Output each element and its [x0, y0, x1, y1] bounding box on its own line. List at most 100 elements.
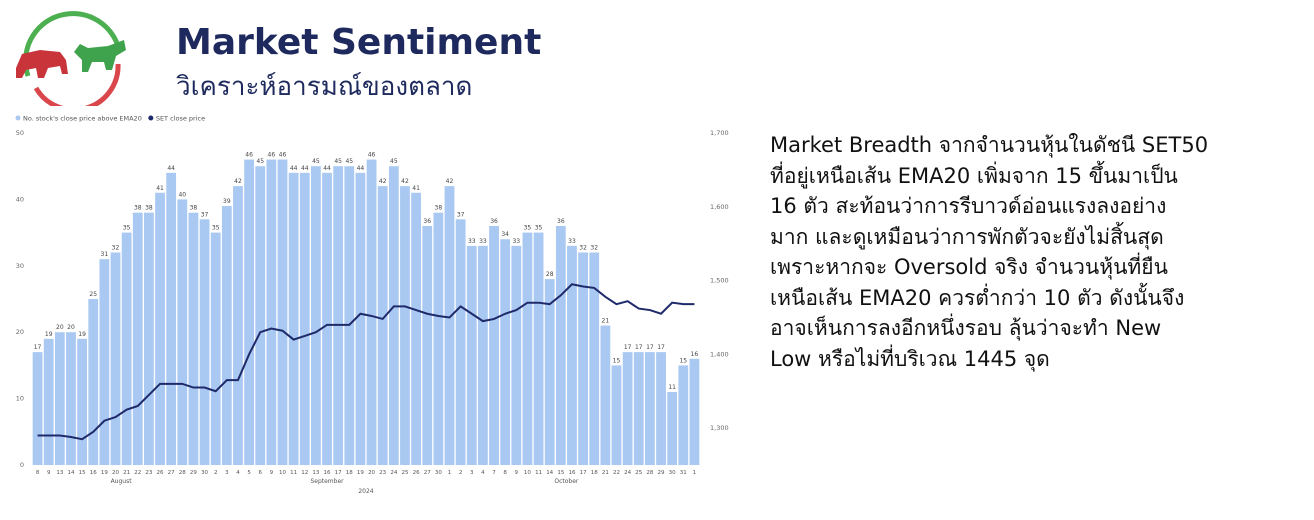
x-tick-label: 14: [67, 470, 74, 476]
bar: [667, 391, 678, 465]
legend-marker: [15, 115, 21, 121]
bar: [99, 259, 110, 465]
data-label: 46: [279, 152, 287, 159]
bar: [132, 212, 143, 465]
x-tick-label: 30: [435, 470, 442, 476]
bar: [344, 166, 355, 465]
x-tick-label: 4: [236, 470, 240, 476]
x-tick-label: 30: [201, 470, 208, 476]
x-tick-label: 17: [335, 470, 342, 476]
x-tick-label: 24: [624, 470, 631, 476]
bar: [166, 172, 177, 465]
bar: [489, 225, 499, 465]
data-label: 28: [546, 271, 554, 278]
data-label: 32: [112, 245, 120, 252]
x-tick-label: 9: [270, 470, 274, 476]
x-tick-label: 23: [379, 470, 386, 476]
data-label: 37: [201, 211, 209, 218]
bar: [567, 245, 577, 465]
x-tick-label: 9: [47, 470, 51, 476]
data-label: 15: [613, 357, 621, 364]
data-label: 17: [657, 344, 665, 351]
data-label: 35: [212, 225, 220, 232]
data-label: 35: [524, 225, 532, 232]
data-label: 44: [357, 165, 365, 172]
paragraph-line: อาจเห็นการลงอีกหนึ่งรอบ ลุ้นว่าจะทำ New: [770, 316, 1162, 340]
data-label: 35: [123, 225, 131, 232]
y2-tick-label: 1,700: [710, 129, 729, 137]
data-label: 45: [345, 158, 353, 165]
bar: [88, 299, 99, 465]
paragraph-line: Market Breadth จากจำนวนหุ้นในดัชนี SET50: [770, 133, 1209, 157]
data-label: 16: [691, 351, 699, 358]
data-label: 33: [479, 238, 487, 245]
data-label: 15: [679, 357, 687, 364]
x-tick-label: 31: [680, 470, 687, 476]
x-tick-label: 8: [36, 470, 40, 476]
data-label: 46: [368, 152, 376, 159]
bar: [611, 365, 622, 465]
bar: [678, 365, 689, 465]
x-tick-label: 16: [90, 470, 97, 476]
data-label: 17: [34, 344, 42, 351]
bar: [555, 225, 566, 465]
x-tick-label: 26: [157, 470, 164, 476]
data-label: 38: [134, 205, 142, 212]
bar: [422, 225, 433, 465]
x-tick-label: 9: [515, 470, 519, 476]
legend-marker: [148, 115, 154, 121]
x-tick-label: 21: [123, 470, 130, 476]
data-label: 38: [145, 205, 153, 212]
x-tick-label: 22: [613, 470, 620, 476]
bar: [233, 186, 243, 465]
data-label: 42: [379, 178, 387, 185]
data-label: 33: [468, 238, 476, 245]
bar: [244, 159, 254, 465]
data-label: 20: [56, 324, 64, 331]
bar: [188, 212, 199, 465]
data-label: 11: [668, 384, 676, 391]
bar: [144, 212, 154, 465]
x-tick-label: 18: [346, 470, 353, 476]
x-tick-label: 4: [481, 470, 485, 476]
data-label: 41: [412, 185, 420, 192]
x-tick-label: 20: [368, 470, 375, 476]
x-tick-label: 23: [145, 470, 152, 476]
bar: [533, 232, 544, 465]
bar: [377, 186, 388, 465]
data-label: 31: [101, 251, 109, 258]
x-tick-label: 7: [492, 470, 496, 476]
bar: [589, 252, 600, 465]
paragraph-line: Low หรือไม่ที่บริเวณ 1445 จุด: [770, 346, 1050, 371]
bar: [333, 166, 344, 465]
data-label: 34: [501, 231, 509, 238]
x-tick-label: 26: [413, 470, 420, 476]
header-subtitle: วิเคราะห์อารมณ์ของตลาด: [176, 72, 473, 102]
bar: [311, 166, 321, 465]
bar: [199, 219, 210, 465]
x-tick-label: 19: [357, 470, 364, 476]
y2-tick-label: 1,300: [710, 424, 729, 432]
data-label: 44: [301, 165, 309, 172]
bar: [255, 166, 266, 465]
data-label: 17: [624, 344, 632, 351]
y-tick-label: 40: [16, 195, 24, 203]
x-tick-label: 3: [225, 470, 229, 476]
x-tick-label: 1: [693, 470, 697, 476]
x-tick-label: 14: [546, 470, 553, 476]
x-tick-label: 17: [580, 470, 587, 476]
bar: [645, 352, 655, 465]
bar: [210, 232, 221, 465]
data-label: 39: [223, 198, 231, 205]
bar: [77, 338, 87, 465]
x-tick-label: 15: [79, 470, 86, 476]
x-tick-label: 27: [424, 470, 431, 476]
x-tick-label: 10: [279, 470, 286, 476]
bar: [322, 172, 332, 465]
paragraph-line: เพราะหากจะ Oversold จริง จำนวนหุ้นที่ยืน: [770, 255, 1168, 279]
data-label: 44: [167, 165, 175, 172]
bar: [522, 232, 533, 465]
data-label: 32: [579, 245, 587, 252]
bar: [221, 206, 232, 465]
